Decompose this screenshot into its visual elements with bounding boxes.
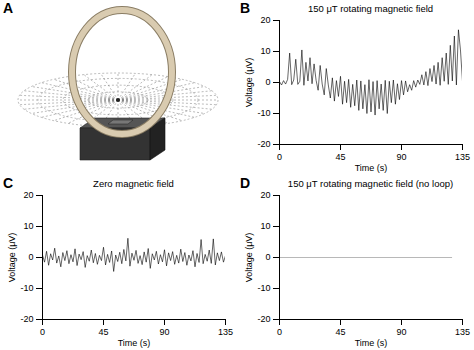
svg-text:Time (s): Time (s) [355, 163, 388, 173]
svg-text:0: 0 [277, 152, 282, 162]
svg-text:Voltage (μV): Voltage (μV) [244, 233, 254, 283]
svg-text:-20: -20 [20, 314, 33, 324]
svg-text:20: 20 [260, 15, 270, 25]
svg-text:-20: -20 [257, 314, 270, 324]
svg-text:90: 90 [396, 327, 406, 337]
svg-text:0: 0 [28, 252, 33, 262]
html-text:B: B [240, 0, 251, 16]
html-text:C: C [3, 175, 14, 191]
html-text:Zero magnetic field: Zero magnetic field [93, 178, 174, 189]
html-text:150 μT rotating magnetic field: 150 μT rotating magnetic field (no loop) [287, 178, 454, 189]
svg-text:90: 90 [159, 327, 169, 337]
svg-text:0: 0 [40, 327, 45, 337]
svg-text:45: 45 [335, 152, 345, 162]
svg-text:10: 10 [260, 221, 270, 231]
svg-text:20: 20 [23, 190, 33, 200]
svg-text:Time (s): Time (s) [118, 338, 151, 348]
svg-text:0: 0 [277, 327, 282, 337]
svg-text:10: 10 [260, 46, 270, 56]
svg-text:-10: -10 [20, 283, 33, 293]
svg-text:0: 0 [265, 252, 270, 262]
html-text:150 μT rotating magnetic field: 150 μT rotating magnetic field [307, 3, 434, 14]
svg-text:90: 90 [396, 152, 406, 162]
svg-text:10: 10 [23, 221, 33, 231]
html-text:A: A [3, 0, 14, 16]
svg-text:-20: -20 [257, 139, 270, 149]
svg-text:Voltage (μV): Voltage (μV) [244, 58, 254, 108]
svg-text:135: 135 [218, 327, 233, 337]
svg-text:45: 45 [335, 327, 345, 337]
svg-text:-10: -10 [257, 108, 270, 118]
svg-text:45: 45 [98, 327, 108, 337]
html-text:D: D [240, 175, 251, 191]
svg-text:135: 135 [455, 327, 470, 337]
svg-text:20: 20 [260, 190, 270, 200]
svg-text:135: 135 [455, 152, 470, 162]
svg-text:Voltage (μV): Voltage (μV) [7, 233, 17, 283]
svg-text:0: 0 [265, 77, 270, 87]
svg-text:-10: -10 [257, 283, 270, 293]
svg-text:Time (s): Time (s) [355, 338, 388, 348]
